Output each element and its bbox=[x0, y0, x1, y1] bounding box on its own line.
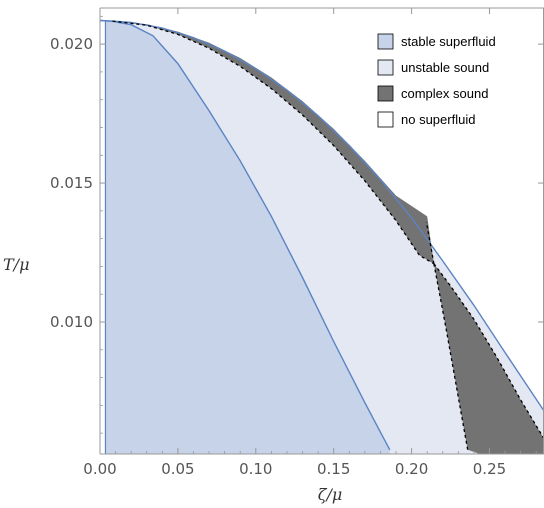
x-tick-label: 0.15 bbox=[317, 460, 350, 478]
y-axis-label: T/μ bbox=[3, 255, 29, 274]
legend-swatch-none bbox=[377, 111, 394, 128]
legend-swatch-unstable bbox=[377, 59, 394, 76]
legend-label-none: no superfluid bbox=[401, 112, 475, 127]
y-tick-label: 0.020 bbox=[50, 35, 93, 53]
legend-label-stable: stable superfluid bbox=[401, 34, 496, 49]
x-axis-ticks: 0.00 0.05 0.10 0.15 0.20 0.25 bbox=[83, 8, 537, 478]
complex-sound-lower-region bbox=[433, 263, 544, 454]
stable-superfluid-region bbox=[105, 20, 390, 454]
complex-upper-dashed-line bbox=[112, 20, 435, 265]
legend-label-complex: complex sound bbox=[401, 86, 488, 101]
y-tick-label: 0.010 bbox=[50, 313, 93, 331]
legend-label-unstable: unstable sound bbox=[401, 60, 489, 75]
legend: stable superfluid unstable sound complex s… bbox=[377, 33, 496, 128]
stable-boundary-curve bbox=[100, 19, 391, 451]
legend-swatch-complex bbox=[377, 85, 394, 102]
x-tick-label: 0.10 bbox=[239, 460, 272, 478]
complex-left-dashed-line bbox=[425, 221, 435, 264]
complex-right-dashed-line bbox=[433, 263, 469, 450]
superfluid-boundary-curve bbox=[100, 19, 544, 412]
x-tick-label: 0.05 bbox=[161, 460, 194, 478]
x-tick-label: 0.00 bbox=[83, 460, 116, 478]
plot-regions bbox=[100, 19, 544, 454]
complex-lower-dashed-line bbox=[433, 263, 544, 440]
y-tick-label: 0.015 bbox=[50, 174, 93, 192]
y-axis-ticks: 0.010 0.015 0.020 bbox=[50, 15, 544, 434]
legend-swatch-stable bbox=[377, 33, 394, 50]
x-tick-label: 0.25 bbox=[473, 460, 506, 478]
x-axis-label: ζ/μ bbox=[318, 485, 342, 504]
x-tick-label: 0.20 bbox=[395, 460, 428, 478]
